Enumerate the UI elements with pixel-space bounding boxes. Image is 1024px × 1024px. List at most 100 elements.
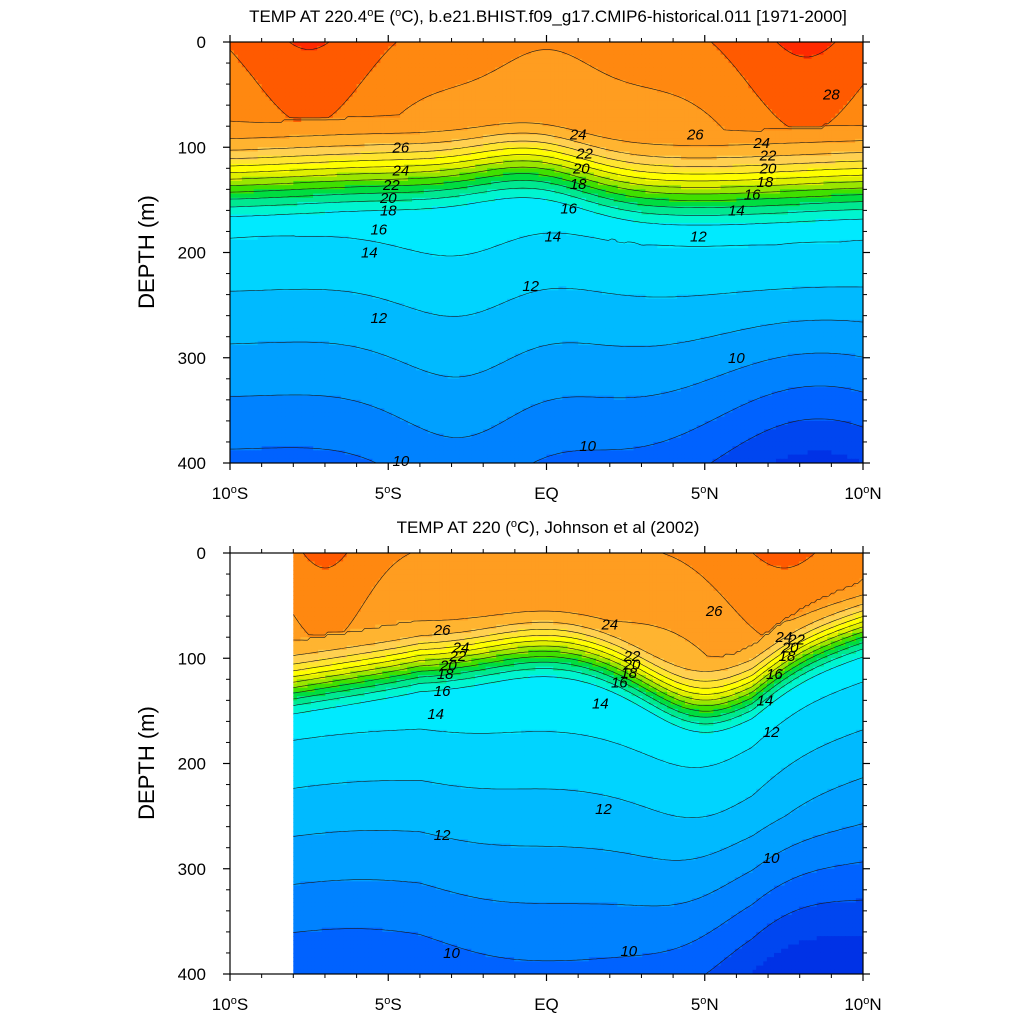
contour-fill-cell — [392, 109, 397, 115]
contour-fill-cell — [309, 67, 314, 73]
contour-fill-cell — [601, 58, 607, 64]
contour-fill-cell — [791, 71, 797, 77]
contour-fill-cell — [795, 143, 801, 148]
contour-fill-cell — [273, 92, 279, 98]
contour-fill-cell — [716, 84, 722, 89]
contour-fill-cell — [803, 88, 809, 94]
contour-fill-cell — [795, 159, 801, 165]
contour-fill-cell — [261, 164, 267, 169]
contour-fill-cell — [768, 46, 773, 52]
contour-fill-cell — [487, 100, 492, 106]
contour-fill-cell — [700, 159, 706, 165]
contour-fill-cell — [673, 71, 678, 77]
contour-fill-cell — [538, 88, 544, 94]
contour-fill-cell — [839, 88, 844, 94]
contour-fill-cell — [439, 63, 445, 68]
contour-fill-cell — [779, 143, 785, 148]
contour-fill-cell — [657, 130, 662, 136]
contour-fill-cell — [368, 71, 374, 77]
contour-fill-cell — [479, 155, 484, 161]
contour-fill-cell — [526, 113, 532, 119]
contour-fill-cell — [324, 46, 330, 52]
contour-fill-cell — [605, 96, 611, 102]
contour-fill-cell — [673, 100, 678, 106]
contour-fill-cell — [317, 42, 322, 47]
contour-fill-cell — [562, 92, 567, 98]
contour-fill-cell — [332, 147, 338, 153]
contour-fill-cell — [791, 168, 797, 174]
contour-fill-cell — [376, 71, 381, 77]
contour-fill-cell — [356, 96, 362, 102]
contour-fill-cell — [281, 143, 286, 148]
contour-fill-cell — [775, 121, 781, 127]
contour-fill-cell — [752, 143, 757, 148]
contour-fill-cell — [772, 71, 777, 77]
contour-fill-cell — [601, 54, 607, 60]
contour-fill-cell — [415, 46, 421, 52]
contour-fill-cell — [451, 168, 457, 174]
contour-fill-cell — [550, 168, 556, 174]
contour-fill-cell — [471, 67, 476, 73]
contour-fill-cell — [538, 63, 544, 68]
contour-fill-cell — [408, 75, 413, 81]
contour-fill-cell — [554, 168, 559, 174]
contour-fill-cell — [708, 75, 714, 81]
contour-fill-cell — [859, 143, 863, 148]
contour-fill-cell — [230, 88, 235, 94]
contour-fill-cell — [526, 54, 532, 60]
contour-fill-cell — [661, 159, 666, 165]
contour-fill-cell — [795, 88, 801, 94]
contour-fill-cell — [253, 172, 259, 178]
contour-fill-cell — [554, 63, 559, 68]
contour-fill-cell — [570, 147, 575, 153]
contour-fill-cell — [408, 164, 413, 169]
contour-fill-cell — [340, 134, 346, 140]
contour-fill-cell — [404, 168, 409, 174]
contour-fill-cell — [661, 134, 666, 140]
contour-fill-cell — [787, 105, 793, 110]
contour-fill-cell — [360, 168, 366, 174]
contour-fill-cell — [590, 147, 595, 153]
contour-fill-cell — [582, 105, 587, 110]
contour-fill-cell — [760, 96, 765, 102]
contour-fill-cell — [277, 75, 283, 81]
contour-fill-cell — [289, 79, 294, 85]
contour-fill-cell — [328, 147, 334, 153]
contour-fill-cell — [859, 67, 863, 73]
contour-fill-cell — [562, 84, 567, 89]
contour-fill-cell — [324, 88, 330, 94]
contour-fill-cell — [653, 109, 658, 115]
contour-fill-cell — [704, 88, 710, 94]
contour-fill-cell — [855, 121, 860, 127]
contour-fill-cell — [807, 79, 813, 85]
contour-fill-cell — [720, 54, 726, 60]
contour-fill-cell — [712, 113, 718, 119]
contour-fill-cell — [799, 96, 805, 102]
contour-fill-cell — [641, 109, 647, 115]
contour-fill-cell — [408, 50, 413, 56]
contour-fill-cell — [471, 42, 476, 47]
contour-fill-cell — [313, 134, 318, 140]
contour-fill-cell — [340, 138, 346, 144]
contour-fill-cell — [617, 92, 623, 98]
contour-fill-cell — [807, 63, 813, 68]
contour-fill-cell — [629, 147, 635, 153]
contour-fill-cell — [332, 138, 338, 144]
contour-fill-cell — [669, 134, 674, 140]
contour-fill-cell — [459, 126, 465, 132]
contour-fill-cell — [657, 63, 662, 68]
contour-fill-cell — [554, 75, 559, 81]
contour-fill-cell — [748, 54, 753, 60]
contour-fill-cell — [586, 138, 591, 144]
contour-fill-cell — [819, 54, 825, 60]
contour-fill-cell — [257, 75, 263, 81]
contour-fill-cell — [661, 42, 666, 47]
contour-fill-cell — [534, 67, 540, 73]
contour-fill-cell — [431, 113, 437, 119]
contour-fill-cell — [827, 100, 832, 106]
contour-fill-cell — [558, 151, 563, 157]
contour-fill-cell — [724, 130, 730, 136]
contour-fill-cell — [665, 75, 670, 81]
contour-fill-cell — [582, 159, 587, 165]
contour-fill-cell — [558, 117, 563, 123]
